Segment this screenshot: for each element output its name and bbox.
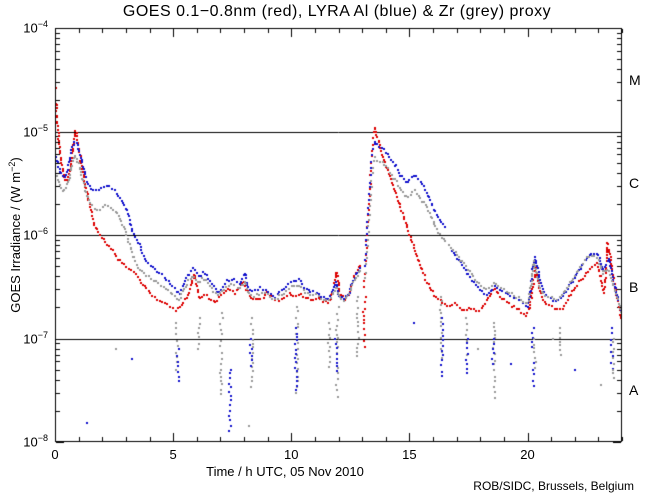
x-axis-label: Time / h UTC, 05 Nov 2010	[206, 464, 364, 479]
flare-class-label-c: C	[629, 175, 640, 192]
y-axis-label-exponent: −2	[6, 161, 17, 172]
x-tick-label-20: 20	[520, 447, 535, 462]
x-tick-label-15: 15	[402, 447, 417, 462]
y-tick-label-1e−6: 10−6	[23, 226, 48, 243]
x-tick-label-5: 5	[169, 447, 177, 462]
x-tick-label-0: 0	[51, 447, 59, 462]
flare-class-label-a: A	[629, 382, 639, 399]
credit-text: ROB/SIDC, Brussels, Belgium	[473, 479, 634, 493]
y-tick-label-1e−5: 10−5	[23, 122, 48, 139]
y-tick-label-1e−8: 10−8	[23, 433, 48, 450]
y-axis-label-close: )	[8, 157, 24, 162]
x-tick-label-10: 10	[284, 447, 299, 462]
y-tick-label-1e−4: 10−4	[23, 19, 48, 36]
y-tick-label-1e−7: 10−7	[23, 329, 48, 346]
flare-class-label-m: M	[629, 71, 641, 88]
flare-class-label-b: B	[629, 278, 639, 295]
chart-title: GOES 0.1−0.8nm (red), LYRA Al (blue) & Z…	[122, 3, 552, 20]
